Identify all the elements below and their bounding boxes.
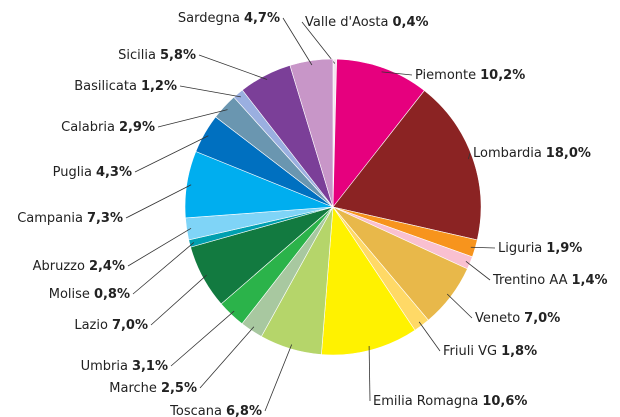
category-name: Umbria [81, 359, 128, 374]
value-label: 4,7% [244, 11, 280, 26]
value-label: 10,2% [480, 68, 525, 83]
leader-line [134, 135, 209, 173]
leader-line [418, 321, 441, 352]
category-name: Puglia [53, 165, 92, 180]
value-label: 3,1% [132, 359, 168, 374]
slice-label: Veneto 7,0% [475, 311, 560, 326]
value-label: 10,6% [482, 394, 527, 409]
slice-label: Trentino AA 1,4% [492, 273, 608, 288]
slice-label: Basilicata 1,2% [74, 79, 177, 94]
category-name: Sicilia [118, 48, 156, 63]
category-name: Calabria [61, 120, 115, 135]
pie-slice [332, 58, 425, 208]
category-name: Molise [49, 287, 90, 302]
leader-line [465, 260, 491, 281]
leader-line [179, 85, 241, 98]
slice-label: Umbria 3,1% [81, 359, 168, 374]
leader-line [199, 326, 255, 389]
category-name: Sardegna [178, 11, 240, 26]
category-name: Lombardia [473, 146, 542, 161]
leader-line [150, 274, 207, 326]
category-name: Basilicata [74, 79, 137, 94]
leader-line [170, 310, 235, 367]
leader-line [132, 242, 195, 295]
category-name: Abruzzo [33, 259, 85, 274]
slice-label: Abruzzo 2,4% [33, 259, 125, 274]
leader-line [381, 71, 413, 76]
category-name: Emilia Romagna [373, 394, 478, 409]
pie-slice [321, 206, 416, 356]
value-label: 0,4% [392, 15, 428, 30]
slice-label: Sardegna 4,7% [178, 11, 280, 26]
category-name: Valle d'Aosta [305, 15, 388, 30]
leader-line [127, 227, 192, 267]
value-label: 7,0% [112, 318, 148, 333]
slice-label: Liguria 1,9% [498, 241, 582, 256]
category-name: Veneto [475, 311, 520, 326]
leader-line [467, 152, 471, 160]
category-name: Toscana [169, 404, 222, 417]
value-label: 1,4% [572, 273, 608, 288]
category-name: Liguria [498, 241, 542, 256]
category-name: Friuli VG [443, 344, 497, 359]
leader-line [446, 293, 473, 319]
category-name: Trentino AA [492, 273, 568, 288]
category-name: Piemonte [415, 68, 476, 83]
slice-label: Campania 7,3% [17, 211, 123, 226]
slice-label: Lazio 7,0% [74, 318, 148, 333]
leader-line [301, 21, 336, 64]
category-name: Marche [109, 381, 157, 396]
value-label: 7,3% [87, 211, 123, 226]
slice-label: Valle d'Aosta 0,4% [305, 15, 429, 30]
value-label: 1,2% [141, 79, 177, 94]
value-label: 2,9% [119, 120, 155, 135]
value-label: 2,4% [89, 259, 125, 274]
pie-slice [332, 90, 482, 241]
leader-line [470, 246, 496, 249]
leader-line [198, 54, 268, 80]
value-label: 5,8% [160, 48, 196, 63]
slice-label: Piemonte 10,2% [415, 68, 525, 83]
category-name: Lazio [74, 318, 108, 333]
value-label: 4,3% [96, 165, 132, 180]
leader-line [368, 345, 371, 402]
value-label: 2,5% [161, 381, 197, 396]
slice-label: Puglia 4,3% [53, 165, 132, 180]
leader-line [264, 344, 293, 412]
leader-line [125, 184, 192, 219]
value-label: 7,0% [524, 311, 560, 326]
slice-label: Marche 2,5% [109, 381, 197, 396]
value-label: 0,8% [94, 287, 130, 302]
value-label: 18,0% [546, 146, 591, 161]
pie-slice [289, 58, 334, 208]
slice-label: Friuli VG 1,8% [443, 344, 537, 359]
slice-label: Molise 0,8% [49, 287, 130, 302]
category-name: Campania [17, 211, 83, 226]
slice-label: Emilia Romagna 10,6% [373, 394, 527, 409]
leader-line [282, 17, 313, 66]
value-label: 6,8% [226, 404, 262, 417]
leader-line [157, 109, 228, 128]
slice-label: Toscana 6,8% [169, 404, 262, 417]
value-label: 1,8% [501, 344, 537, 359]
slice-label: Calabria 2,9% [61, 120, 155, 135]
value-label: 1,9% [546, 241, 582, 256]
slice-label: Lombardia 18,0% [473, 146, 591, 161]
slice-label: Sicilia 5,8% [118, 48, 196, 63]
